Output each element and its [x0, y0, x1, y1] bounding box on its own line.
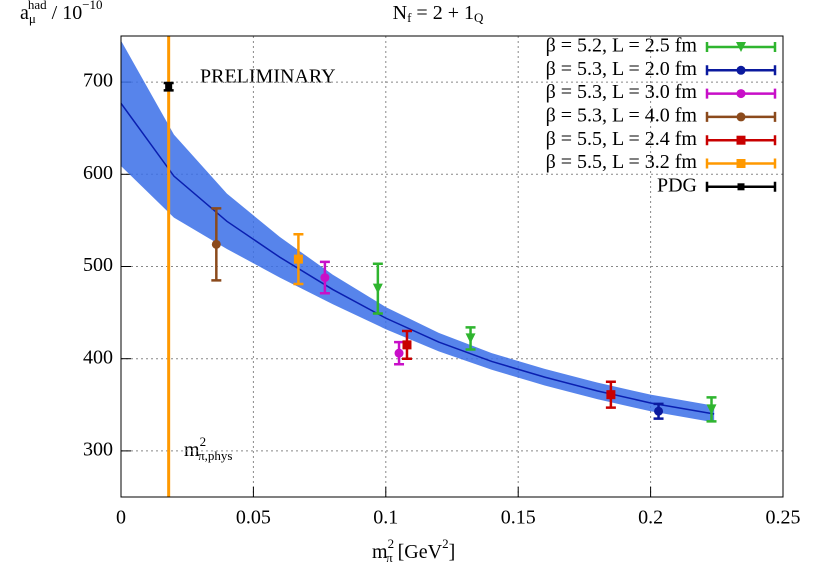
y-tick-label: 700 — [83, 70, 113, 92]
fit-band — [121, 40, 715, 423]
marker — [736, 65, 746, 75]
x-axis-label: m2 π [GeV2] — [372, 536, 455, 565]
marker — [736, 89, 746, 99]
marker — [402, 340, 412, 350]
marker — [736, 42, 746, 52]
legend-label: PDG — [657, 174, 697, 196]
annotation: PRELIMINARY — [200, 66, 336, 88]
marker — [737, 183, 745, 191]
legend-label: β = 5.2, L = 2.5 fm — [546, 35, 698, 57]
x-tick-label: 0.2 — [638, 507, 663, 529]
marker — [606, 390, 616, 400]
y-tick-label: 300 — [83, 438, 113, 460]
marker — [465, 333, 476, 344]
y-tick-label: 600 — [83, 162, 113, 184]
marker — [165, 83, 173, 91]
marker — [211, 239, 221, 249]
marker — [736, 159, 746, 168]
x-tick-label: 0.15 — [501, 507, 536, 529]
y-tick-label: 500 — [83, 254, 113, 276]
chart-title: Nf = 2 + 1Q — [393, 2, 484, 25]
x-tick-label: 0.1 — [373, 507, 398, 529]
legend-label: β = 5.3, L = 3.0 fm — [546, 81, 698, 103]
legend-label: β = 5.3, L = 4.0 fm — [546, 104, 698, 126]
marker — [394, 348, 404, 358]
legend-label: β = 5.5, L = 2.4 fm — [546, 128, 698, 150]
x-tick-label: 0.05 — [236, 507, 271, 529]
marker — [372, 283, 383, 294]
legend-label: β = 5.5, L = 3.2 fm — [546, 151, 698, 173]
plot-frame — [120, 35, 784, 498]
marker — [736, 112, 746, 122]
y-tick-label: 400 — [83, 346, 113, 368]
phys-label: m2 π,phys — [184, 434, 232, 463]
marker — [293, 254, 303, 264]
y-axis-label: aμhad / 10−10 — [20, 0, 103, 26]
marker — [736, 135, 746, 145]
x-tick-label: 0 — [116, 507, 126, 529]
fit-line — [120, 102, 715, 415]
legend-label: β = 5.3, L = 2.0 fm — [546, 58, 698, 80]
marker — [706, 404, 717, 415]
x-tick-label: 0.25 — [766, 507, 801, 529]
marker — [320, 273, 330, 283]
marker — [654, 406, 664, 416]
